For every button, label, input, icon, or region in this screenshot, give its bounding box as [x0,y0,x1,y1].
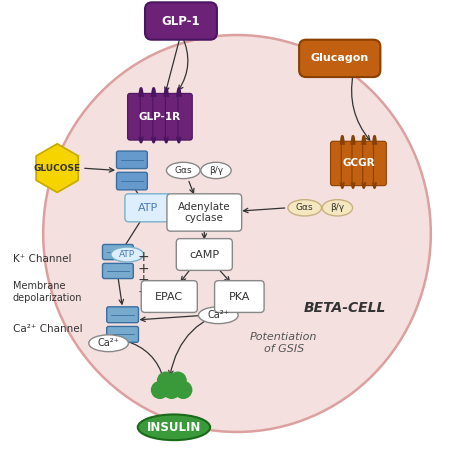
FancyBboxPatch shape [363,141,375,185]
Ellipse shape [288,199,321,216]
Circle shape [175,382,191,398]
Text: +: + [138,285,149,299]
Text: BETA-CELL: BETA-CELL [303,301,385,315]
FancyBboxPatch shape [140,93,155,140]
Text: β/γ: β/γ [330,203,345,212]
Text: INSULIN: INSULIN [147,421,201,434]
FancyBboxPatch shape [125,194,172,222]
FancyBboxPatch shape [102,263,133,278]
Text: +: + [138,273,149,287]
FancyBboxPatch shape [153,93,167,140]
FancyBboxPatch shape [128,93,142,140]
Circle shape [163,382,180,398]
Text: +: + [138,262,149,276]
Ellipse shape [138,415,210,440]
Text: EPAC: EPAC [155,291,183,302]
Circle shape [169,372,186,389]
Ellipse shape [43,35,431,432]
Ellipse shape [201,162,231,178]
Circle shape [158,372,174,389]
Text: PKA: PKA [228,291,250,302]
Ellipse shape [166,162,200,178]
Circle shape [152,382,168,398]
Ellipse shape [111,247,144,262]
Text: Ca²⁺ Channel: Ca²⁺ Channel [13,324,82,334]
Text: cAMP: cAMP [189,249,219,260]
FancyBboxPatch shape [299,40,380,77]
FancyBboxPatch shape [341,141,354,185]
FancyBboxPatch shape [374,141,386,185]
Ellipse shape [322,199,353,216]
FancyBboxPatch shape [117,172,147,190]
FancyBboxPatch shape [215,281,264,312]
FancyBboxPatch shape [107,326,138,342]
Text: Gαs: Gαs [174,166,192,175]
FancyBboxPatch shape [102,244,133,260]
Text: Ca²⁺: Ca²⁺ [208,310,229,320]
Text: Adenylate
cyclase: Adenylate cyclase [178,202,231,223]
FancyBboxPatch shape [352,141,365,185]
Text: GCGR: GCGR [342,158,375,169]
Text: Membrane
depolarization: Membrane depolarization [13,281,82,303]
FancyBboxPatch shape [117,151,147,169]
Text: GLP-1: GLP-1 [162,14,201,28]
FancyBboxPatch shape [107,307,138,323]
Text: β/γ: β/γ [209,166,223,175]
Text: Ca²⁺: Ca²⁺ [98,338,119,348]
Text: +: + [138,250,149,264]
FancyBboxPatch shape [141,281,197,312]
FancyBboxPatch shape [167,194,242,231]
Text: GLP-1R: GLP-1R [139,112,181,122]
Ellipse shape [89,335,128,352]
Text: ATP: ATP [138,203,158,213]
Text: K⁺ Channel: K⁺ Channel [13,254,72,264]
FancyBboxPatch shape [176,239,232,270]
FancyBboxPatch shape [145,2,217,40]
Polygon shape [36,144,78,192]
FancyBboxPatch shape [165,93,180,140]
FancyBboxPatch shape [178,93,192,140]
Text: Potentiation
of GSIS: Potentiation of GSIS [250,333,318,354]
Text: Glucagon: Glucagon [310,53,369,64]
FancyBboxPatch shape [330,141,343,185]
Text: Gαs: Gαs [296,203,313,212]
Text: GLUCOSE: GLUCOSE [34,163,81,173]
Text: ATP: ATP [119,250,135,259]
Ellipse shape [199,307,238,324]
